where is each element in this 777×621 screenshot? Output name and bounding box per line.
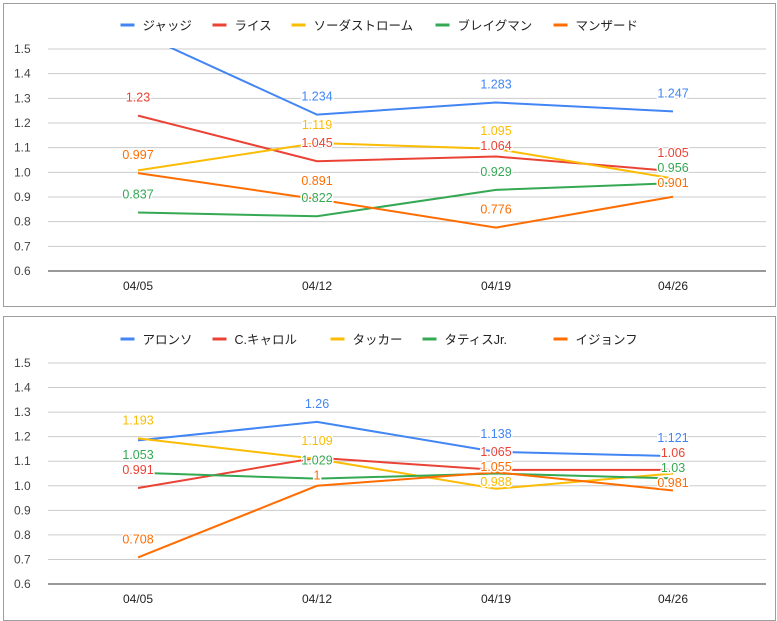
data-label: 1 [314, 469, 321, 483]
y-tick-label: 1.2 [14, 430, 31, 444]
data-label: 1.045 [301, 136, 332, 150]
data-label: 1.121 [657, 431, 688, 445]
y-tick-label: 0.9 [14, 503, 31, 517]
data-label: 1.005 [657, 146, 688, 160]
y-tick-label: 1.0 [14, 479, 31, 493]
data-label: 1.055 [480, 460, 511, 474]
data-label: 1.095 [480, 124, 511, 138]
y-tick-label: 0.7 [14, 239, 31, 253]
y-tick-label: 1.1 [14, 141, 31, 155]
series-lines [137, 48, 674, 229]
chart-top-svg: 0.6 0.7 0.8 0.9 1.0 1.1 1.2 1.3 1.4 1.5 04/05 04/12… [14, 18, 766, 293]
data-label: 0.901 [657, 176, 688, 190]
series-line [137, 182, 674, 218]
series-line [137, 114, 674, 173]
y-tick-label: 1.0 [14, 165, 31, 179]
legend-label: ライス [235, 19, 272, 33]
y-tick-label: 0.9 [14, 190, 31, 204]
data-label: 0.929 [480, 165, 511, 179]
data-label: 0.891 [301, 174, 332, 188]
series-line [168, 48, 674, 116]
data-label: 0.822 [301, 191, 332, 205]
data-label: 1.119 [302, 118, 332, 132]
y-tick-label: 0.6 [14, 577, 31, 591]
y-tick-label: 1.4 [14, 67, 31, 81]
y-tick-label: 1.1 [14, 454, 31, 468]
legend-label: ソーダストローム [314, 18, 414, 33]
series-line [137, 471, 674, 480]
data-label: 0.708 [122, 532, 153, 546]
y-tick-label: 0.8 [14, 528, 31, 542]
y-tick-label: 1.4 [14, 381, 31, 395]
x-tick-label: 04/19 [481, 279, 511, 293]
x-tick-label: 04/05 [123, 279, 153, 293]
data-label: 0.837 [122, 188, 153, 202]
data-label: 1.193 [122, 413, 153, 427]
data-label: 1.029 [301, 454, 332, 468]
series-line [137, 141, 674, 180]
x-tick-label: 04/05 [123, 592, 153, 606]
legend-label: ブレイグマン [458, 18, 533, 33]
x-tick-label: 04/12 [302, 592, 332, 606]
legend-label: イジョンフ [576, 333, 638, 347]
legend-label: アロンソ [143, 333, 193, 347]
y-tick-label: 1.3 [14, 91, 31, 105]
data-label: 1.03 [661, 461, 685, 475]
data-label: 1.053 [122, 448, 153, 462]
y-tick-label: 1.5 [14, 42, 31, 56]
x-tick-label: 04/26 [658, 592, 688, 606]
x-tick-label: 04/26 [658, 279, 688, 293]
series-line [137, 420, 674, 458]
series-line [137, 471, 674, 559]
data-label: 0.991 [122, 463, 153, 477]
y-tick-label: 0.6 [14, 264, 31, 278]
series-lines [137, 420, 674, 559]
legend-label: タッカー [353, 333, 403, 347]
legend-label: タティスJr. [445, 333, 507, 347]
x-tick-label: 04/19 [481, 592, 511, 606]
chart-bottom-svg: 0.6 0.7 0.8 0.9 1.0 1.1 1.2 1.3 1.4 1.5 04/05 04/12… [14, 333, 766, 606]
data-label: 0.997 [122, 148, 153, 162]
data-label: 1.064 [480, 139, 511, 153]
data-label: 1.234 [301, 90, 332, 104]
data-label: 1.26 [305, 397, 329, 411]
y-tick-label: 0.7 [14, 552, 31, 566]
data-label: 0.988 [480, 475, 511, 489]
legend-label: マンザード [576, 19, 639, 33]
y-tick-label: 0.8 [14, 215, 31, 229]
chart-bottom: 0.6 0.7 0.8 0.9 1.0 1.1 1.2 1.3 1.4 1.5 04/05 04/12… [3, 316, 776, 621]
data-label: 0.956 [657, 161, 688, 175]
y-tick-label: 1.5 [14, 356, 31, 370]
data-label: 1.06 [661, 446, 685, 460]
data-label: 1.138 [480, 427, 511, 441]
data-label: 1.109 [301, 434, 332, 448]
data-label: 1.283 [480, 78, 511, 92]
chart-top: 0.6 0.7 0.8 0.9 1.0 1.1 1.2 1.3 1.4 1.5 04/05 04/12… [3, 3, 776, 307]
y-tick-label: 1.3 [14, 405, 31, 419]
data-label: 0.776 [480, 203, 511, 217]
data-label: 0.981 [657, 476, 688, 490]
series-line [137, 456, 673, 489]
legend-label: C.キャロル [235, 333, 298, 347]
data-label: 1.065 [480, 445, 511, 459]
y-tick-label: 1.2 [14, 116, 31, 130]
data-label: 1.247 [657, 86, 688, 100]
legend-label: ジャッジ [143, 19, 192, 33]
series-line [137, 172, 674, 229]
data-label: 1.23 [126, 91, 150, 105]
x-tick-label: 04/12 [302, 279, 332, 293]
